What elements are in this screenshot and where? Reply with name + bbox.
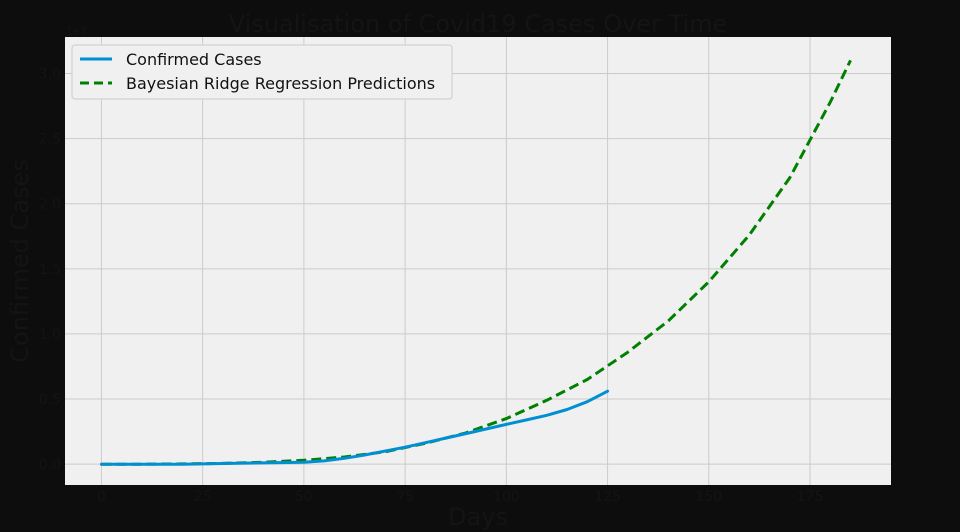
x-tick-label: 75 [396, 489, 414, 505]
legend-label-confirmed: Confirmed Cases [126, 50, 262, 69]
x-tick-label: 0 [97, 489, 106, 505]
y-tick-label: 1.0 [39, 327, 61, 343]
chart-title: Visualisation of Covid19 Cases Over Time [229, 10, 728, 38]
x-tick-label: 100 [493, 489, 520, 505]
y-tick-label: 2.5 [39, 132, 61, 148]
x-axis-label: Days [448, 503, 508, 531]
series-layer [99, 59, 852, 466]
legend-label-predicted: Bayesian Ridge Regression Predictions [126, 74, 435, 93]
y-tick-label: 3.0 [39, 66, 61, 82]
y-tick-label: 0.0 [39, 457, 61, 473]
y-tick-label: 0.5 [39, 392, 61, 408]
y-tick-label: 2.0 [39, 197, 61, 213]
legend-box [71, 44, 453, 100]
tick-labels: 0 25 50 75 100 125 150 175 0.0 0.5 1.0 1.5 2.0 2.5 3.0 [39, 66, 824, 505]
x-tick-label: 125 [594, 489, 621, 505]
y-tick-label: 1.5 [39, 262, 61, 278]
plot-area [65, 37, 891, 485]
y-scale-note: 1e7 [66, 25, 87, 38]
x-tick-label: 50 [295, 489, 313, 505]
x-tick-label: 175 [797, 489, 824, 505]
legend: Confirmed Cases Bayesian Ridge Regressio… [71, 44, 453, 100]
x-tick-label: 150 [695, 489, 722, 505]
y-axis-label: Confirmed Cases [6, 159, 34, 362]
x-tick-label: 25 [194, 489, 212, 505]
series-line-confirmed [99, 389, 610, 466]
